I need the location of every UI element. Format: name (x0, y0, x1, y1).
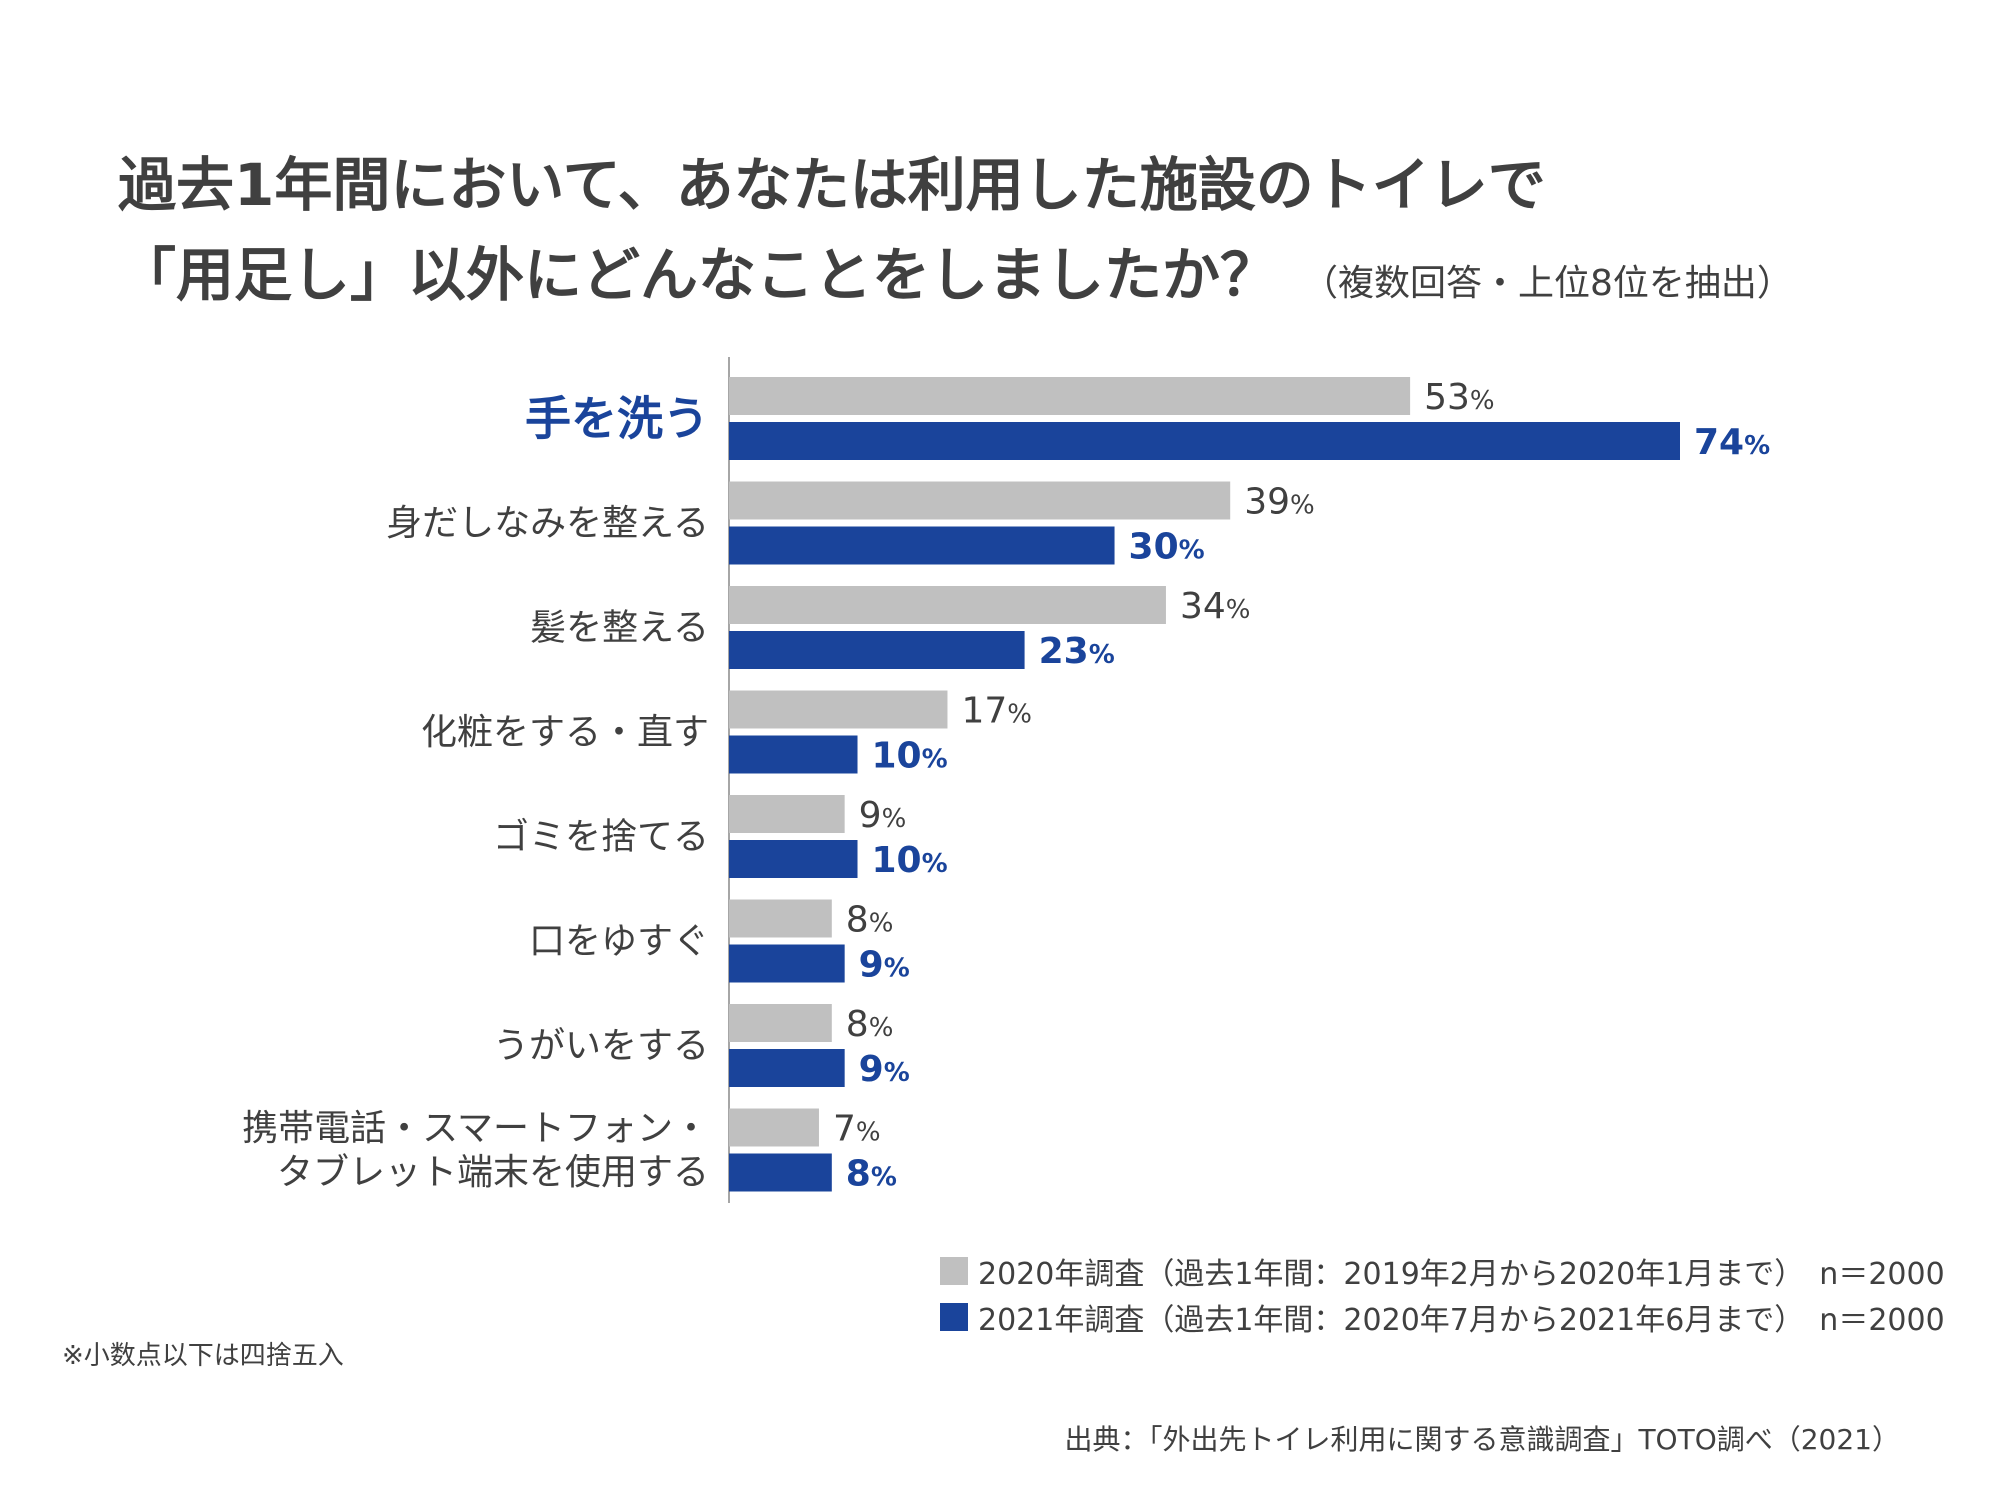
category-label: うがいをする (493, 1026, 709, 1067)
bar-chart: 手を洗う 53%74%身だしなみを整える39%30%髪を整える34%23%化粧をす… (242, 357, 1770, 1203)
category-label: 身だしなみを整える (386, 503, 709, 544)
source-credit: 出典：「外出先トイレ利用に関する意識調査」TOTO調べ（2021） (1064, 1423, 1900, 1456)
legend-label-2021: 2021年調査（過去1年間：2020年7月から2021年6月まで） n＝2000 (978, 1303, 1945, 1338)
bar (729, 1108, 819, 1147)
data-label-unit: % (856, 1118, 881, 1148)
data-label: 9% (859, 1049, 910, 1090)
data-label: 8% (846, 900, 894, 941)
category-label-line: ゴミを捨てる (493, 817, 709, 858)
data-label-value: 8 (846, 1004, 869, 1045)
chart-title-line1: 過去1年間において、あなたは利用した施設のトイレで (118, 151, 1546, 219)
data-label-unit: % (1226, 595, 1251, 625)
category-label: ゴミを捨てる (493, 817, 709, 858)
data-label-unit: % (1744, 431, 1770, 461)
legend-swatch-2020 (940, 1257, 968, 1285)
data-label-value: 39 (1244, 482, 1290, 523)
data-label: 8% (846, 1154, 897, 1195)
bar (729, 631, 1025, 669)
bar (729, 526, 1115, 565)
data-label: 53% (1424, 377, 1495, 418)
data-label-value: 30 (1129, 527, 1179, 568)
category-label-line: 身だしなみを整える (386, 503, 709, 544)
data-label-unit: % (884, 954, 910, 984)
data-label: 39% (1244, 482, 1315, 523)
data-label-value: 8 (846, 900, 869, 941)
category-label: 髪を整える (530, 608, 709, 649)
data-label-unit: % (1179, 536, 1205, 566)
bar (729, 377, 1411, 415)
data-label: 23% (1039, 631, 1115, 672)
category-label-line: 髪を整える (530, 608, 709, 649)
data-label: 9% (859, 795, 907, 836)
data-label: 9% (859, 945, 910, 986)
data-label-value: 53 (1424, 377, 1470, 418)
data-label-unit: % (1290, 491, 1315, 521)
data-label-value: 23 (1039, 631, 1089, 672)
data-label-unit: % (882, 804, 907, 834)
legend-swatch-2021 (940, 1303, 968, 1331)
legend-item-2020: 2020年調査（過去1年間：2019年2月から2020年1月まで） n＝2000 (940, 1248, 1945, 1294)
data-label-unit: % (884, 1058, 910, 1088)
data-label: 74% (1694, 422, 1770, 463)
rounding-note: ※小数点以下は四捨五入 (62, 1341, 344, 1371)
bar (729, 840, 858, 878)
data-label-value: 10 (872, 736, 922, 777)
data-label: 30% (1129, 527, 1205, 568)
bar (729, 795, 845, 833)
bar (729, 690, 948, 729)
bar (729, 899, 832, 938)
data-label-value: 7 (833, 1109, 856, 1150)
data-label-value: 8 (846, 1154, 871, 1195)
bar (729, 422, 1680, 460)
data-label-value: 9 (859, 945, 884, 986)
data-label-unit: % (869, 909, 894, 939)
legend-label-2020: 2020年調査（過去1年間：2019年2月から2020年1月まで） n＝2000 (978, 1257, 1945, 1292)
bar (729, 1153, 832, 1192)
category-label-line: うがいをする (493, 1026, 709, 1067)
data-label: 8% (846, 1004, 894, 1045)
bar (729, 1049, 845, 1087)
data-label: 10% (872, 840, 948, 881)
bar (729, 586, 1166, 624)
data-label-value: 10 (872, 840, 922, 881)
bar (729, 1004, 832, 1042)
chart-subtitle: （複数回答・上位8位を抽出） (1302, 263, 1793, 304)
data-label-unit: % (871, 1163, 897, 1193)
data-label-value: 9 (859, 795, 882, 836)
category-label-line: タブレット端末を使用する (277, 1152, 709, 1193)
category-label: 手を洗う (525, 392, 709, 446)
category-label: 携帯電話・スマートフォン・タブレット端末を使用する (242, 1108, 709, 1193)
bar (729, 735, 858, 774)
bar (729, 481, 1231, 520)
category-label-line: 携帯電話・スマートフォン・ (242, 1108, 709, 1149)
category-label: 化粧をする・直す (421, 712, 709, 753)
category-label-line: 化粧をする・直す (421, 712, 709, 753)
data-label-value: 17 (961, 691, 1007, 732)
category-label-line: 手を洗う (525, 392, 709, 446)
data-label-unit: % (869, 1013, 894, 1043)
category-label-line: 口をゆすぐ (529, 921, 709, 962)
category-label: 口をゆすぐ (529, 921, 709, 962)
data-label: 7% (833, 1109, 881, 1150)
data-label: 17% (961, 691, 1032, 732)
chart-legend: 2020年調査（過去1年間：2019年2月から2020年1月まで） n＝2000… (940, 1248, 1945, 1340)
legend-item-2021: 2021年調査（過去1年間：2020年7月から2021年6月まで） n＝2000 (940, 1294, 1945, 1340)
data-label-unit: % (922, 849, 948, 879)
data-label-unit: % (1007, 700, 1032, 730)
data-label: 10% (872, 736, 948, 777)
data-label-unit: % (1470, 386, 1495, 416)
data-label-value: 34 (1180, 586, 1226, 627)
chart-title-line2-text: 「用足し」以外にどんなことをしましたか？ (118, 241, 1279, 309)
data-label-value: 9 (859, 1049, 884, 1090)
data-label: 34% (1180, 586, 1251, 627)
chart-title: 過去1年間において、あなたは利用した施設のトイレで 「用足し」以外にどんなことを… (118, 140, 1793, 329)
data-label-unit: % (1089, 640, 1115, 670)
data-label-value: 74 (1694, 422, 1744, 463)
chart-title-line2: 「用足し」以外にどんなことをしましたか？ （複数回答・上位8位を抽出） (118, 230, 1793, 329)
data-label-unit: % (922, 745, 948, 775)
bar (729, 944, 845, 983)
